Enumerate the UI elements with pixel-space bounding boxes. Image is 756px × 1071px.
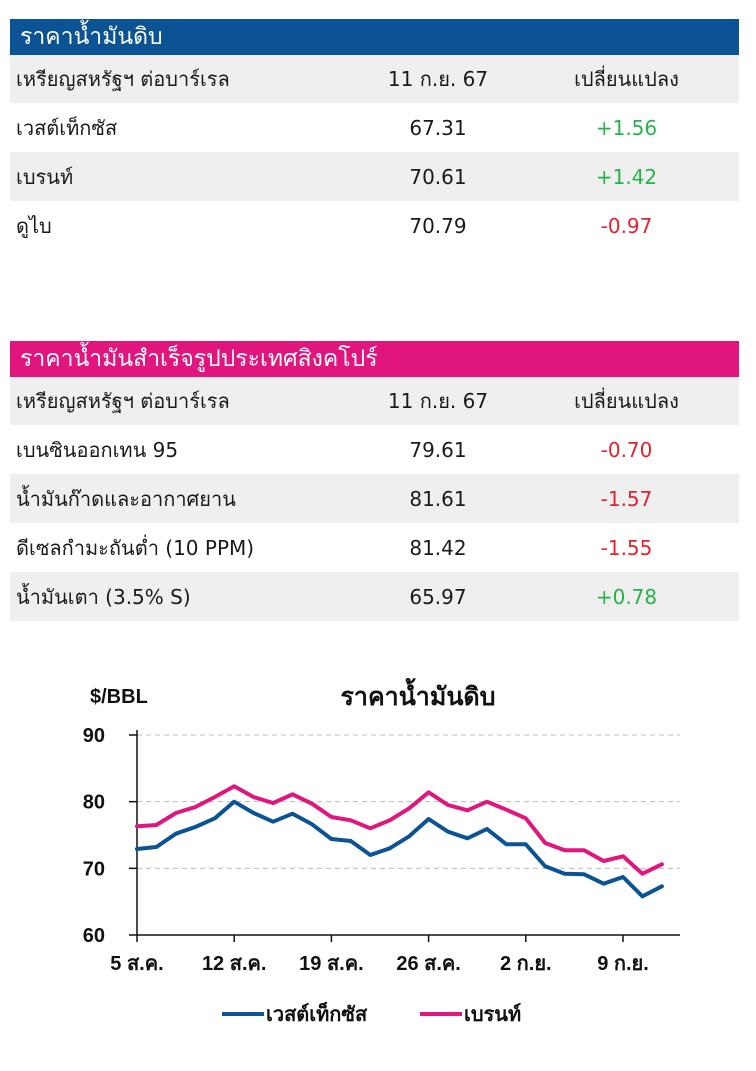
chart-title: ราคาน้ำมันดิบ: [340, 677, 495, 711]
crude-row-wti: เวสต์เท็กซัส 67.31 +1.56: [10, 103, 739, 152]
column-header-date: 11 ก.ย. 67: [387, 389, 489, 413]
chart-axes: 60 70 80 90 5 ส.ค. 12 ส.ค. 19 ส.ค. 26 ส.ค. 2 ก.ย…: [83, 725, 680, 975]
column-header-change: เปลี่ยนแปลง: [574, 389, 679, 413]
series-line-1: [135, 784, 664, 876]
product-row-low-sulfur-diesel: ดีเซลกำมะถันต่ำ (10 PPM) 81.42 -1.55: [10, 523, 739, 572]
row-name: เบนซินออกเทน 95: [16, 437, 179, 462]
row-change: -0.70: [600, 437, 653, 462]
x-tick-label: 5 ส.ค.: [110, 953, 163, 975]
row-name: เวสต์เท็กซัส: [16, 115, 118, 140]
row-change: -0.97: [600, 213, 653, 238]
x-tick-label: 19 ส.ค.: [299, 953, 364, 975]
row-change: -1.57: [600, 486, 653, 511]
y-tick-label: 90: [83, 725, 105, 747]
row-price: 79.61: [409, 437, 467, 462]
crude-row-brent: เบรนท์ 70.61 +1.42: [10, 152, 739, 201]
chart-series: [135, 784, 664, 899]
series-line-0: [135, 799, 664, 899]
column-header-change: เปลี่ยนแปลง: [574, 67, 679, 91]
row-price: 65.97: [409, 584, 467, 609]
row-name: เบรนท์: [16, 164, 74, 189]
row-name: น้ำมันเตา (3.5% S): [16, 584, 191, 609]
row-change: +0.78: [595, 584, 658, 609]
y-tick-label: 60: [83, 925, 105, 947]
x-tick-label: 26 ส.ค.: [396, 953, 461, 975]
row-price: 70.79: [409, 213, 467, 238]
crude-oil-table: ราคาน้ำมันดิบ เหรียญสหรัฐฯ ต่อบาร์เรล 11…: [10, 19, 739, 250]
row-price: 67.31: [409, 115, 467, 140]
x-tick-label: 9 ก.ย.: [597, 953, 649, 975]
row-change: +1.56: [595, 115, 658, 140]
y-tick-label: 80: [83, 792, 105, 814]
singapore-table-header: เหรียญสหรัฐฯ ต่อบาร์เรล 11 ก.ย. 67 เปลี่…: [10, 377, 739, 425]
row-change: -1.55: [600, 535, 653, 560]
crude-oil-table-header: เหรียญสหรัฐฯ ต่อบาร์เรล 11 ก.ย. 67 เปลี่…: [10, 55, 739, 103]
row-price: 70.61: [409, 164, 467, 189]
chart-ylabel: $/BBL: [90, 686, 148, 708]
row-price: 81.61: [409, 486, 467, 511]
row-name: ดูไบ: [16, 213, 52, 238]
product-row-jet-kerosene: น้ำมันก๊าดและอากาศยาน 81.61 -1.57: [10, 474, 739, 523]
singapore-products-table: ราคาน้ำมันสำเร็จรูปประเทศสิงคโปร์ เหรียญ…: [10, 341, 739, 621]
chart-legend: เวสต์เท็กซัส เบรนท์: [222, 1001, 521, 1026]
column-header-date: 11 ก.ย. 67: [387, 67, 489, 91]
x-tick-label: 12 ส.ค.: [202, 953, 267, 975]
singapore-table-title: ราคาน้ำมันสำเร็จรูปประเทศสิงคโปร์: [10, 341, 739, 377]
crude-oil-price-chart: $/BBL ราคาน้ำมันดิบ 60 70 80 90 5 ส.ค. 12 ส.ค…: [83, 677, 680, 1026]
column-header-unit: เหรียญสหรัฐฯ ต่อบาร์เรล: [16, 389, 230, 413]
row-name: ดีเซลกำมะถันต่ำ (10 PPM): [16, 535, 255, 560]
product-row-fuel-oil: น้ำมันเตา (3.5% S) 65.97 +0.78: [10, 572, 739, 621]
chart-gridlines: [137, 734, 680, 869]
row-name: น้ำมันก๊าดและอากาศยาน: [16, 486, 236, 511]
row-price: 81.42: [409, 535, 467, 560]
legend-label: เวสต์เท็กซัส: [266, 1001, 368, 1026]
product-row-gasoline95: เบนซินออกเทน 95 79.61 -0.70: [10, 425, 739, 474]
legend-label: เบรนท์: [464, 1003, 521, 1026]
y-tick-label: 70: [83, 858, 105, 880]
crude-row-dubai: ดูไบ 70.79 -0.97: [10, 201, 739, 250]
row-change: +1.42: [595, 164, 658, 189]
x-tick-label: 2 ก.ย.: [500, 953, 552, 975]
crude-oil-table-title: ราคาน้ำมันดิบ: [10, 19, 739, 55]
column-header-unit: เหรียญสหรัฐฯ ต่อบาร์เรล: [16, 67, 230, 91]
